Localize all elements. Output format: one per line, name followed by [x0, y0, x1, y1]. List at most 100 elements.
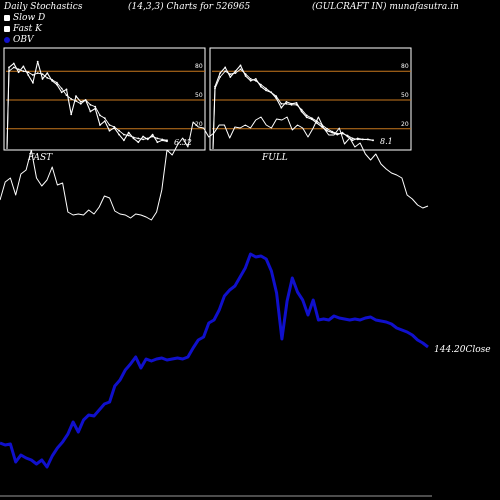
- legend-label-obv: OBV: [13, 35, 34, 45]
- fast-point: [8, 66, 10, 69]
- fast-point: [22, 65, 25, 68]
- full-point: [280, 102, 283, 105]
- fast-point: [89, 103, 92, 106]
- full-point: [229, 73, 232, 75]
- fast-point: [79, 102, 82, 105]
- fast-point: [113, 126, 116, 128]
- fast-point: [103, 117, 106, 120]
- fast-point: [99, 114, 101, 117]
- fast-point: [12, 62, 15, 65]
- full-point: [310, 117, 313, 120]
- full-point: [260, 83, 262, 86]
- full-point: [295, 103, 298, 106]
- fast-point: [127, 131, 130, 134]
- fast-point: [118, 129, 120, 132]
- fast-point: [27, 71, 30, 74]
- price-line: [0, 116, 429, 221]
- fast-series: [6, 60, 168, 150]
- full-point: [234, 72, 237, 74]
- fast-point: [75, 95, 77, 98]
- legend-label-slow-d: Slow D: [13, 13, 46, 23]
- fast-point: [60, 91, 63, 94]
- full-point: [249, 79, 252, 82]
- fast-point: [156, 141, 159, 144]
- fast-tick-labels: 80 50 20: [195, 63, 203, 128]
- full-point: [219, 76, 222, 78]
- full-point: [326, 127, 328, 130]
- legend-label-fast-k: Fast K: [13, 24, 42, 34]
- full-point: [346, 134, 349, 137]
- fast-point: [56, 81, 58, 84]
- fast-point: [36, 72, 39, 74]
- fast-point: [41, 73, 44, 75]
- full-point: [214, 87, 216, 90]
- chart-params: (14,3,3) Charts for 526965: [128, 2, 251, 12]
- full-point: [275, 95, 278, 98]
- full-series: [212, 64, 374, 150]
- fast-point: [84, 99, 87, 101]
- full-point: [300, 110, 303, 113]
- fast-point: [22, 70, 25, 73]
- fast-point: [56, 83, 58, 86]
- full-last-value: 8.1: [380, 137, 393, 146]
- fast-point: [79, 101, 82, 103]
- full-point: [280, 106, 283, 109]
- fast-point: [60, 87, 63, 90]
- fast-point: [46, 77, 49, 79]
- fast-point: [8, 70, 10, 73]
- full-point: [254, 79, 257, 82]
- fast-point: [17, 68, 20, 71]
- legend-swatch-obv: [4, 36, 10, 43]
- full-point: [239, 68, 242, 71]
- fast-point: [151, 133, 154, 136]
- fast-point: [36, 60, 39, 63]
- fast-point: [103, 120, 106, 122]
- full-point: [244, 73, 247, 75]
- fast-point: [151, 135, 154, 138]
- fast-point: [123, 139, 125, 142]
- fast-point: [27, 74, 30, 76]
- full-point: [229, 76, 232, 78]
- full-tick-20: 20: [401, 121, 409, 128]
- close-label: 144.20Close: [434, 345, 491, 355]
- legend-item-fast-k: Fast K: [4, 24, 42, 34]
- full-point: [270, 91, 272, 94]
- full-point: [305, 116, 308, 119]
- obv-line: [0, 252, 429, 469]
- fast-panel-frame: [3, 47, 206, 151]
- full-point: [300, 108, 303, 111]
- full-tick-labels: 80 50 20: [401, 63, 409, 128]
- full-point: [265, 87, 267, 90]
- fast-point: [108, 124, 111, 126]
- full-point: [249, 78, 252, 80]
- full-point: [244, 75, 247, 77]
- fast-last-value: 6.32: [174, 138, 192, 147]
- fast-point: [142, 135, 145, 138]
- fast-point: [146, 137, 149, 140]
- chart-symbol: (GULCRAFT IN) munafasutra.in: [312, 2, 459, 12]
- full-point: [285, 102, 288, 105]
- fast-point: [108, 129, 111, 132]
- full-point: [265, 89, 267, 92]
- legend-item-slow-d: Slow D: [4, 13, 45, 23]
- main-panel: 144.20Close: [0, 116, 491, 497]
- fast-point: [161, 138, 164, 141]
- full-point: [224, 70, 227, 73]
- full-point: [234, 70, 237, 73]
- fast-band-lines: [6, 70, 205, 130]
- fast-point: [94, 105, 97, 108]
- full-point: [326, 129, 328, 132]
- fast-point: [127, 134, 130, 137]
- fast-tick-50: 50: [195, 92, 203, 99]
- fast-point: [32, 81, 34, 84]
- fast-point: [70, 98, 73, 100]
- fast-point: [17, 71, 20, 74]
- full-point: [351, 139, 354, 142]
- fast-point: [32, 74, 34, 76]
- full-point: [290, 103, 293, 106]
- full-point: [260, 85, 262, 88]
- full-point: [361, 138, 364, 141]
- fast-point: [137, 137, 140, 140]
- full-point: [372, 139, 374, 142]
